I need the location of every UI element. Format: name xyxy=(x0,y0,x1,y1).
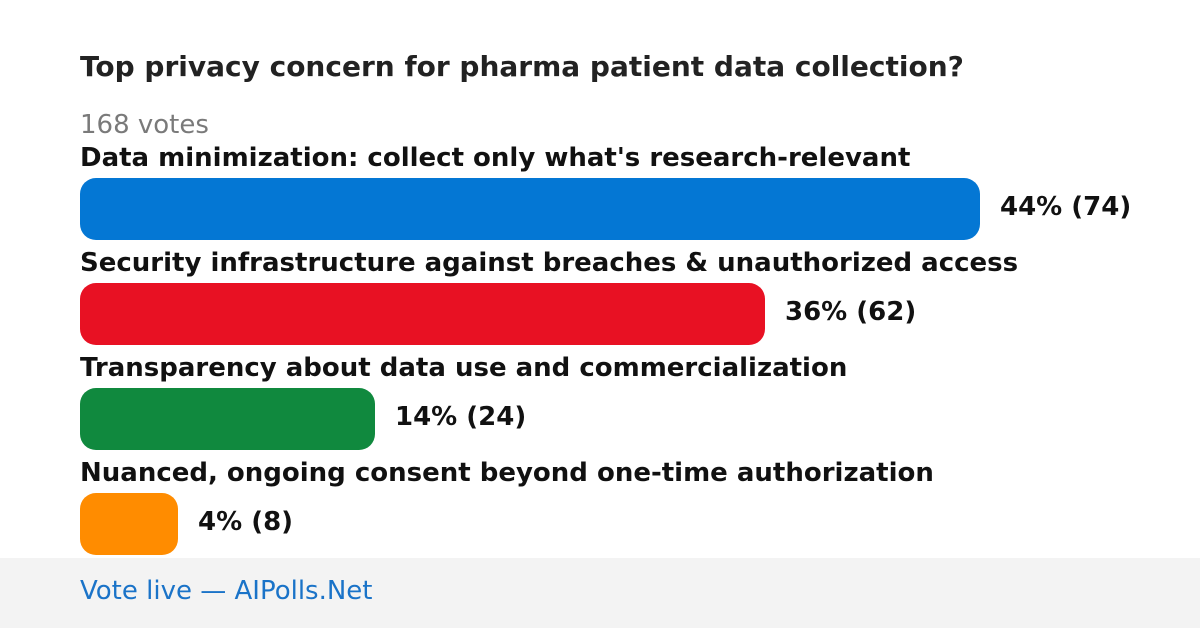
vote-count: 168 votes xyxy=(80,110,209,140)
result-bar xyxy=(80,283,765,345)
result-value: 14% (24) xyxy=(395,402,527,432)
footer: Vote live — AIPolls.Net xyxy=(0,558,1200,628)
option-label: Security infrastructure against breaches… xyxy=(80,248,1019,278)
option-label: Data minimization: collect only what's r… xyxy=(80,143,911,173)
vote-live-link[interactable]: Vote live — AIPolls.Net xyxy=(80,576,373,606)
poll-title: Top privacy concern for pharma patient d… xyxy=(80,50,964,83)
option-label: Nuanced, ongoing consent beyond one-time… xyxy=(80,458,934,488)
result-bar xyxy=(80,178,980,240)
result-value: 44% (74) xyxy=(1000,192,1132,222)
result-value: 36% (62) xyxy=(785,297,917,327)
result-bar xyxy=(80,493,178,555)
result-bar xyxy=(80,388,375,450)
result-value: 4% (8) xyxy=(198,507,294,537)
option-label: Transparency about data use and commerci… xyxy=(80,353,848,383)
